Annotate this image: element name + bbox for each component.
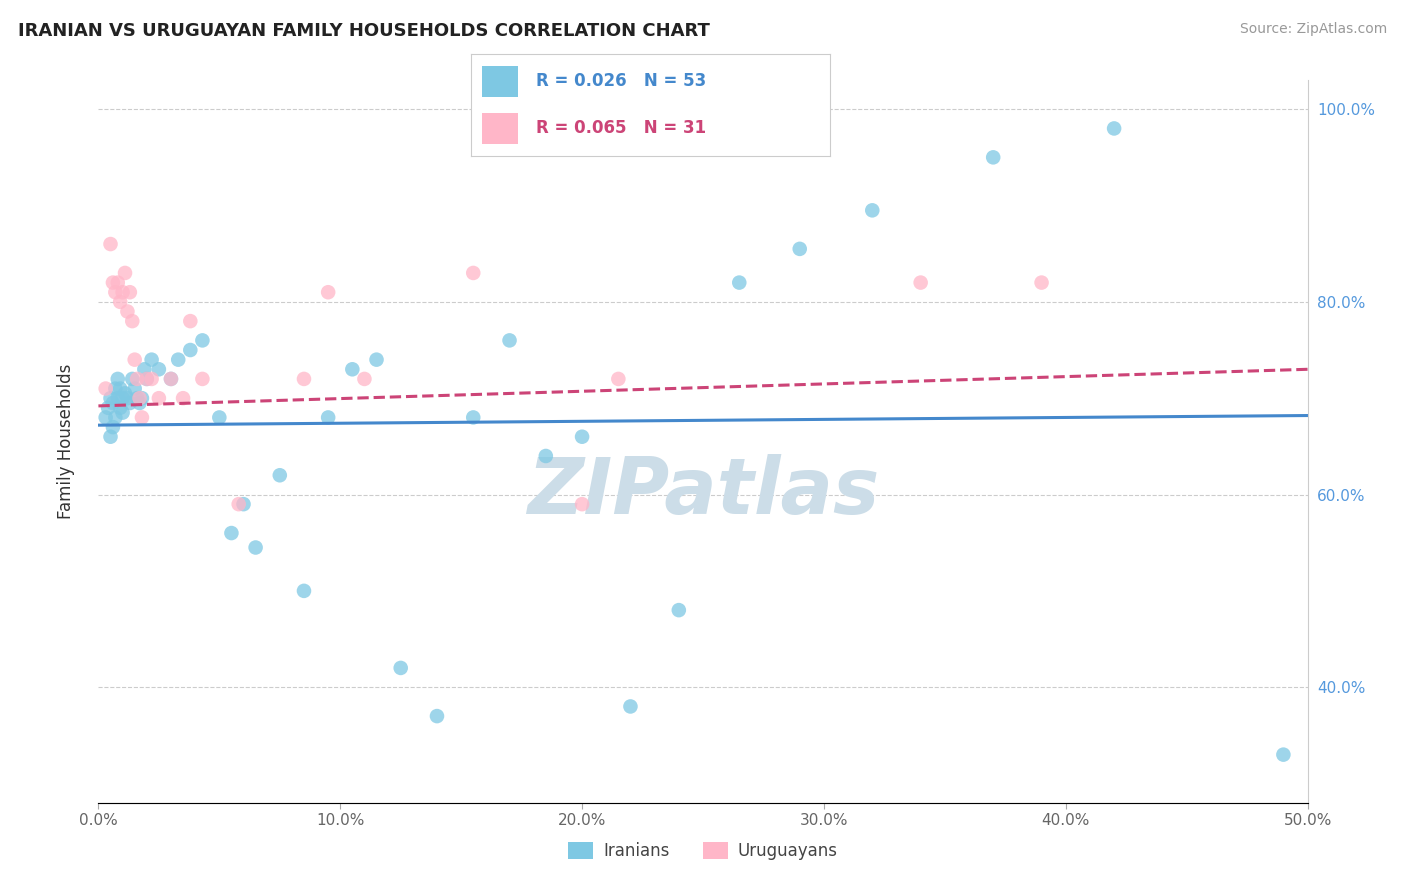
Point [981, 150, 1004, 164]
Point [108, 382, 131, 396]
Point [101, 420, 124, 434]
Point [191, 334, 214, 348]
Point [1031, 276, 1053, 290]
Point [316, 410, 339, 425]
Point [221, 526, 243, 541]
Point [108, 401, 131, 415]
Point [1102, 121, 1125, 136]
Point [463, 266, 485, 280]
Point [179, 314, 201, 328]
Point [179, 343, 201, 357]
Point [571, 497, 593, 511]
Point [366, 352, 388, 367]
Point [117, 391, 139, 405]
Point [571, 430, 593, 444]
Point [107, 372, 129, 386]
Point [114, 386, 136, 401]
Point [316, 285, 339, 300]
Point [100, 237, 122, 252]
Point [191, 372, 214, 386]
Point [228, 497, 250, 511]
Point [94, 410, 117, 425]
Point [117, 304, 139, 318]
Point [114, 266, 136, 280]
Point [107, 276, 129, 290]
Point [426, 709, 449, 723]
Point [111, 391, 134, 405]
Point [121, 314, 143, 328]
Point [860, 203, 883, 218]
Point [167, 352, 190, 367]
Point [127, 372, 149, 386]
Point [141, 372, 163, 386]
Point [245, 541, 267, 555]
Text: R = 0.065   N = 31: R = 0.065 N = 31 [536, 120, 706, 137]
Point [124, 352, 146, 367]
Point [100, 430, 122, 444]
Point [131, 410, 153, 425]
Point [128, 396, 150, 410]
Point [342, 362, 364, 376]
Point [463, 410, 485, 425]
Point [619, 699, 641, 714]
Point [498, 334, 520, 348]
Point [118, 285, 141, 300]
Point [104, 410, 127, 425]
Point [668, 603, 690, 617]
Y-axis label: Family Households: Family Households [56, 364, 75, 519]
Point [128, 391, 150, 405]
Point [160, 372, 183, 386]
Point [94, 382, 117, 396]
Point [353, 372, 375, 386]
Point [111, 285, 134, 300]
Point [124, 382, 146, 396]
Point [97, 401, 120, 415]
Text: R = 0.026   N = 53: R = 0.026 N = 53 [536, 72, 706, 90]
Point [141, 352, 163, 367]
Point [910, 276, 932, 290]
Point [148, 391, 170, 405]
Point [292, 583, 315, 598]
Point [108, 294, 131, 309]
Point [292, 372, 315, 386]
Point [118, 396, 141, 410]
Point [100, 391, 122, 405]
Point [232, 497, 254, 511]
Bar [482, 66, 517, 96]
Text: IRANIAN VS URUGUAYAN FAMILY HOUSEHOLDS CORRELATION CHART: IRANIAN VS URUGUAYAN FAMILY HOUSEHOLDS C… [18, 22, 710, 40]
Point [107, 391, 129, 405]
Point [269, 468, 291, 483]
Bar [482, 113, 517, 144]
Point [104, 285, 127, 300]
Point [148, 362, 170, 376]
Legend: Iranians, Uruguayans: Iranians, Uruguayans [561, 835, 845, 867]
Point [208, 410, 231, 425]
Text: Source: ZipAtlas.com: Source: ZipAtlas.com [1240, 22, 1388, 37]
Point [121, 372, 143, 386]
Point [127, 391, 149, 405]
Point [172, 391, 194, 405]
Point [101, 396, 124, 410]
Point [789, 242, 811, 256]
Point [607, 372, 630, 386]
Point [104, 382, 127, 396]
Point [135, 372, 157, 386]
Point [134, 362, 156, 376]
Point [534, 449, 557, 463]
Point [1272, 747, 1295, 762]
Point [131, 391, 153, 405]
Point [728, 276, 751, 290]
Point [135, 372, 157, 386]
Point [389, 661, 412, 675]
Text: ZIPatlas: ZIPatlas [527, 454, 879, 530]
Point [160, 372, 183, 386]
Point [101, 276, 124, 290]
Point [111, 406, 134, 420]
